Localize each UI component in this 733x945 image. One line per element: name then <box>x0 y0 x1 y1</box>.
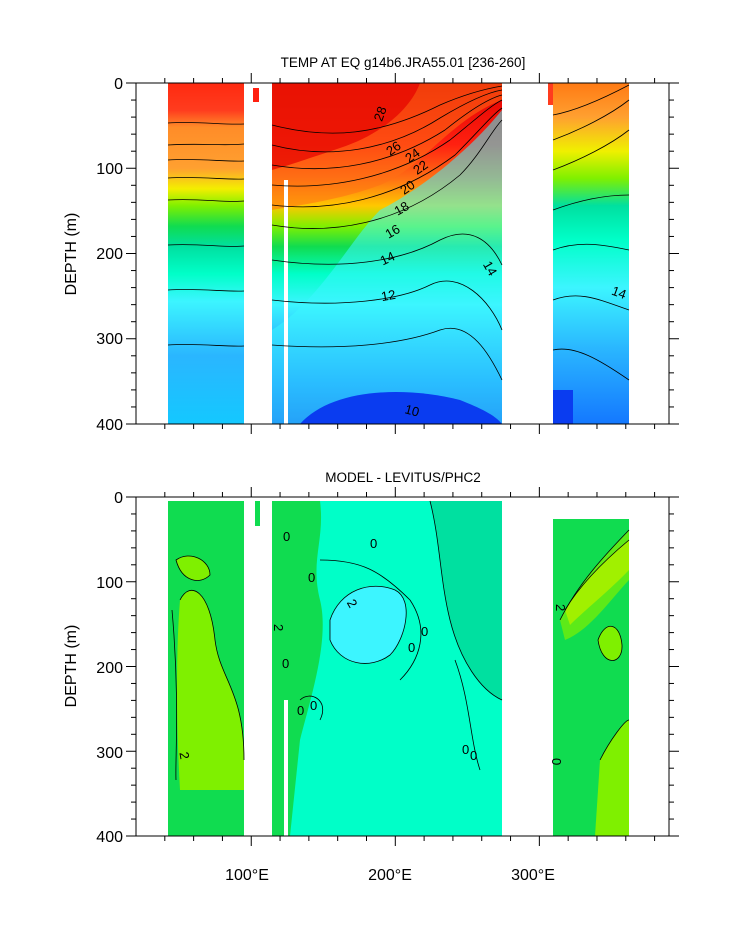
bot-gap-1 <box>284 700 288 836</box>
contour-label: 0 <box>308 570 315 585</box>
contour-label: 0 <box>283 529 290 544</box>
contour-label: 14 <box>378 248 397 268</box>
contour-label: 14 <box>610 283 629 302</box>
contour-label: 0 <box>462 742 469 757</box>
ytick-label: 100 <box>96 161 123 178</box>
ytick-label: 0 <box>114 490 123 507</box>
bot-left-lime <box>177 590 244 790</box>
contour-label: 0 <box>549 758 564 765</box>
contour-label: 0 <box>297 703 304 718</box>
ytick-label: 400 <box>96 829 123 846</box>
ytick-label: 300 <box>96 745 123 762</box>
top-title: TEMP AT EQ g14b6.JRA55.01 [236-260] <box>281 55 526 70</box>
top-contour-lines <box>167 84 630 381</box>
ytick-label: 400 <box>96 417 123 434</box>
top-gap-1 <box>284 180 288 424</box>
bot-contour-labels: 0 0 0 2 0 0 2 0 0 0 0 0 2 2 0 <box>176 529 568 765</box>
contour-label: 24 <box>402 145 422 166</box>
bottom-xtick-labels: 100°E 200°E 300°E <box>225 867 555 884</box>
contour-label: 0 <box>408 640 415 655</box>
xtick-label: 100°E <box>225 867 269 884</box>
contour-label: 2 <box>271 624 286 631</box>
top-deep-blue <box>300 391 502 424</box>
contour-label: 2 <box>553 604 568 611</box>
contour-label: 0 <box>421 624 428 639</box>
bot-right-lime-deep <box>595 720 629 836</box>
ytick-label: 200 <box>96 246 123 263</box>
top-ytick-labels: 0 100 200 300 400 <box>96 76 123 434</box>
bot-mid-green-east <box>430 501 502 700</box>
contour-label: 12 <box>380 287 397 304</box>
contour-label: 2 <box>176 751 192 761</box>
bot-right-lime <box>560 530 629 640</box>
top-field-right <box>553 83 629 424</box>
contour-label: 16 <box>382 221 402 241</box>
contour-label: 18 <box>391 198 411 218</box>
contour-label: 28 <box>371 104 390 123</box>
contour-label: 26 <box>383 138 403 159</box>
contour-label: 22 <box>410 157 430 178</box>
top-ylabel: DEPTH (m) <box>63 213 80 296</box>
top-field: 28 26 24 22 20 18 16 14 14 14 12 10 <box>167 83 630 424</box>
contour-label: 10 <box>403 401 421 419</box>
contour-label: 0 <box>470 748 477 763</box>
contour-label: 14 <box>480 258 500 278</box>
ytick-label: 100 <box>96 575 123 592</box>
bottom-title: MODEL - LEVITUS/PHC2 <box>325 470 481 485</box>
bottom-ytick-labels: 0 100 200 300 400 <box>96 490 123 846</box>
bot-contour-lines <box>171 500 630 781</box>
top-east-cold <box>272 110 502 424</box>
contour-label: 20 <box>397 177 417 198</box>
ytick-label: 300 <box>96 331 123 348</box>
top-field-strip <box>253 88 259 102</box>
top-field-left <box>168 83 244 424</box>
top-contour-labels: 28 26 24 22 20 18 16 14 14 14 12 10 <box>371 104 629 419</box>
contour-label: 0 <box>310 698 317 713</box>
bot-right-blob <box>598 626 623 661</box>
bot-left-lime-top <box>176 555 210 581</box>
top-right-notch <box>548 83 553 105</box>
bot-field-strip <box>255 501 260 526</box>
contour-label: 0 <box>282 656 289 671</box>
top-warm-pool <box>272 83 420 170</box>
top-ticks <box>126 73 679 434</box>
bottom-ylabel: DEPTH (m) <box>63 625 80 708</box>
top-right-blue <box>553 390 573 424</box>
bottom-panel: MODEL - LEVITUS/PHC2 <box>63 470 679 884</box>
ytick-label: 0 <box>114 76 123 93</box>
bottom-ticks <box>126 487 679 846</box>
bot-mid-cyan <box>330 586 407 664</box>
bottom-field: 0 0 0 2 0 0 2 0 0 0 0 0 2 2 0 <box>168 500 630 836</box>
ytick-label: 200 <box>96 660 123 677</box>
contour-label: 0 <box>370 536 377 551</box>
top-panel: TEMP AT EQ g14b6.JRA55.01 [236-260] <box>63 55 679 434</box>
xtick-label: 200°E <box>368 867 412 884</box>
xtick-label: 300°E <box>511 867 555 884</box>
